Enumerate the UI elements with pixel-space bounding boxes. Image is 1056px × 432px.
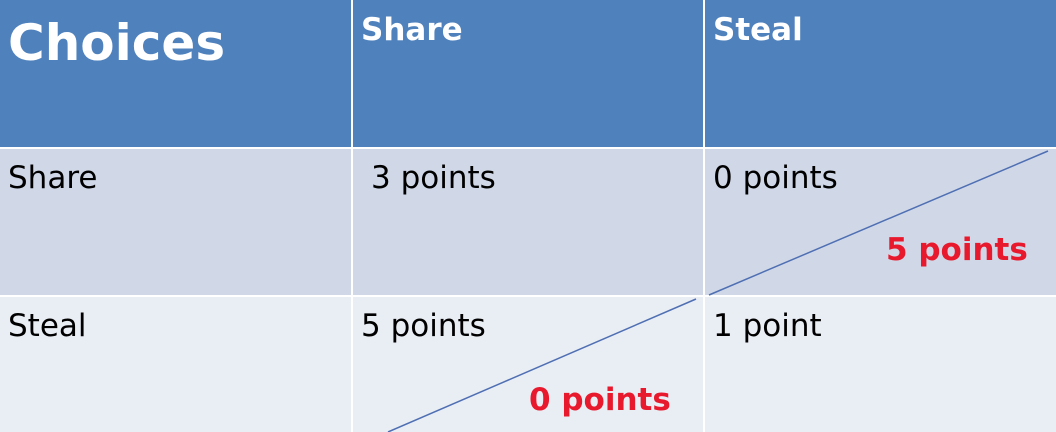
header-choices-label: Choices — [8, 14, 226, 72]
diagonal-line-share-steal — [708, 150, 1049, 296]
payoff-share-steal: 0 points — [713, 160, 838, 196]
payoff-steal-share-opponent: 0 points — [529, 382, 671, 418]
header-share-cell — [352, 0, 704, 148]
header-share-label: Share — [361, 12, 463, 48]
header-corner-cell — [0, 0, 352, 148]
grid-divider — [0, 147, 1056, 149]
payoff-share-steal-opponent: 5 points — [886, 232, 1028, 268]
row-steal-label: Steal — [8, 308, 87, 344]
grid-divider — [0, 295, 1056, 297]
payoff-steal-steal: 1 point — [713, 308, 822, 344]
grid-divider — [703, 0, 705, 432]
grid-divider — [351, 0, 353, 432]
cell-steal-steal — [704, 296, 1056, 432]
row-steal-label-cell — [0, 296, 352, 432]
cell-share-share — [352, 148, 704, 296]
header-steal-cell — [704, 0, 1056, 148]
payoff-share-share: 3 points — [371, 160, 496, 196]
row-share-label: Share — [8, 160, 98, 196]
diagonal-line-steal-share — [387, 298, 697, 432]
row-share-label-cell — [0, 148, 352, 296]
cell-steal-share — [352, 296, 704, 432]
header-steal-label: Steal — [713, 12, 803, 48]
payoff-steal-share: 5 points — [361, 308, 486, 344]
